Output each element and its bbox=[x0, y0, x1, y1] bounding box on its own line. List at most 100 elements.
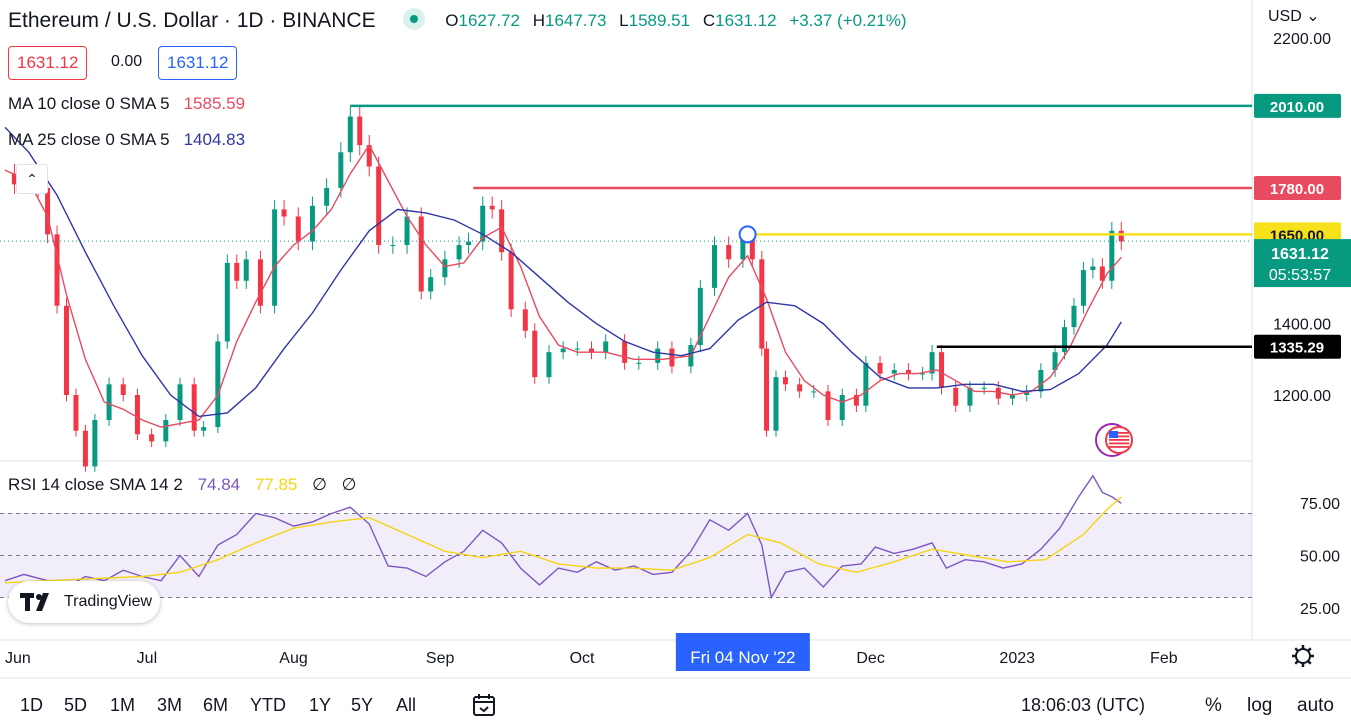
candle-body bbox=[390, 245, 396, 247]
candle-body bbox=[295, 216, 301, 242]
range-button-1y[interactable]: 1Y bbox=[309, 695, 332, 715]
candle bbox=[224, 254, 230, 349]
rsi-legend[interactable]: RSI 14 close SMA 14 2 74.84 77.85 ∅ ∅ bbox=[8, 475, 357, 494]
candle-body bbox=[243, 259, 249, 281]
candle-body bbox=[1109, 230, 1115, 281]
chevron-up-icon: ⌃ bbox=[26, 171, 38, 187]
candle bbox=[149, 428, 155, 448]
candle bbox=[191, 377, 197, 437]
economic-event-icon[interactable] bbox=[1095, 423, 1133, 457]
candle bbox=[589, 341, 595, 360]
candle bbox=[1009, 388, 1015, 405]
chart-header: Ethereum / U.S. Dollar · 1D · BINANCE O1… bbox=[8, 8, 915, 33]
level-tag-3 bbox=[1254, 334, 1341, 359]
range-button-all[interactable]: All bbox=[396, 695, 417, 715]
candle bbox=[347, 105, 353, 163]
collapse-legend-button[interactable]: ⌃ bbox=[16, 164, 48, 194]
candle-body bbox=[428, 277, 434, 292]
range-button-1d[interactable]: 1D bbox=[20, 695, 44, 715]
ma10-legend[interactable]: MA 10 close 0 SMA 5 1585.59 bbox=[8, 94, 246, 113]
percent-scale-toggle[interactable]: % bbox=[1205, 695, 1222, 716]
log-scale-toggle[interactable]: log bbox=[1247, 695, 1273, 716]
candle bbox=[442, 250, 448, 286]
candle bbox=[764, 341, 770, 437]
candle bbox=[726, 236, 732, 268]
sell-button[interactable]: 1631.12 bbox=[8, 46, 88, 80]
candle bbox=[891, 363, 897, 381]
candle-body bbox=[773, 377, 779, 431]
currency-selector[interactable]: USD ⌄ bbox=[1268, 8, 1320, 25]
candle bbox=[522, 301, 528, 339]
utc-clock[interactable]: 18:06:03 (UTC) bbox=[1021, 695, 1146, 715]
candle-body bbox=[939, 352, 945, 388]
candle-body bbox=[201, 427, 207, 431]
calendar-icon[interactable] bbox=[471, 692, 497, 718]
candle bbox=[967, 381, 973, 412]
gear-tooth bbox=[1307, 647, 1312, 652]
candle bbox=[622, 334, 628, 370]
candle-body bbox=[442, 259, 448, 278]
candle bbox=[1062, 319, 1068, 360]
candle bbox=[655, 341, 661, 370]
settings-gear-icon[interactable] bbox=[1292, 645, 1314, 667]
candle bbox=[243, 250, 249, 289]
range-button-6m[interactable]: 6M bbox=[203, 695, 229, 715]
price-tick-label: 2200.00 bbox=[1273, 31, 1331, 48]
candle bbox=[201, 421, 207, 437]
change-readout: +3.37 (+0.21%) bbox=[789, 11, 907, 31]
candle bbox=[759, 250, 765, 356]
candle bbox=[324, 178, 330, 216]
bar-countdown: 05:53:57 bbox=[1269, 267, 1331, 284]
flag-stripe bbox=[1109, 442, 1129, 445]
candle-body bbox=[499, 209, 505, 253]
candle-body bbox=[863, 362, 869, 406]
candle-body bbox=[603, 341, 609, 353]
ma25-legend[interactable]: MA 25 close 0 SMA 5 1404.83 bbox=[8, 130, 246, 149]
candle bbox=[712, 236, 717, 296]
gear-ring bbox=[1295, 648, 1311, 664]
candle-body bbox=[726, 245, 732, 260]
candle bbox=[1109, 221, 1115, 289]
tradingview-logo[interactable]: TradingView bbox=[8, 581, 160, 623]
range-button-3m[interactable]: 3M bbox=[157, 695, 183, 715]
candle-body bbox=[92, 419, 98, 467]
gear-tooth bbox=[1294, 660, 1299, 665]
candle-body bbox=[782, 377, 788, 385]
time-tick-label: Oct bbox=[570, 650, 595, 667]
candle-body bbox=[740, 237, 746, 260]
candle-body bbox=[522, 309, 528, 331]
range-button-1m[interactable]: 1M bbox=[110, 695, 136, 715]
candle-body bbox=[281, 209, 287, 217]
candle bbox=[215, 334, 221, 434]
auto-scale-toggle[interactable]: auto bbox=[1297, 695, 1334, 716]
candle bbox=[1038, 363, 1044, 398]
ma10-line bbox=[4, 143, 1122, 428]
candle bbox=[636, 355, 642, 370]
range-button-ytd[interactable]: YTD bbox=[250, 695, 286, 715]
candle-body bbox=[508, 252, 514, 310]
candle-body bbox=[1090, 266, 1096, 271]
candle bbox=[338, 142, 344, 198]
candle bbox=[120, 377, 126, 402]
candle-body bbox=[163, 419, 169, 442]
range-button-5d[interactable]: 5D bbox=[64, 695, 88, 715]
candle-body bbox=[1099, 266, 1105, 281]
candle bbox=[532, 323, 538, 384]
candle bbox=[603, 334, 609, 360]
symbol-title[interactable]: Ethereum / U.S. Dollar · 1D · BINANCE bbox=[8, 9, 376, 32]
candle bbox=[1080, 261, 1086, 314]
buy-button[interactable]: 1631.12 bbox=[158, 46, 238, 80]
candle bbox=[1090, 258, 1096, 279]
candle-body bbox=[622, 341, 628, 363]
time-tick-label: Aug bbox=[279, 650, 307, 667]
time-tick-label: Feb bbox=[1150, 650, 1178, 667]
candle bbox=[981, 381, 987, 395]
level-anchor-handle[interactable] bbox=[738, 225, 757, 244]
candle-body bbox=[532, 330, 538, 378]
candle-body bbox=[929, 352, 935, 374]
range-button-5y[interactable]: 5Y bbox=[351, 695, 374, 715]
gear-tooth bbox=[1307, 660, 1312, 665]
crosshair-date-label: Fri 04 Nov '22 bbox=[690, 648, 795, 667]
candle-body bbox=[839, 395, 845, 420]
